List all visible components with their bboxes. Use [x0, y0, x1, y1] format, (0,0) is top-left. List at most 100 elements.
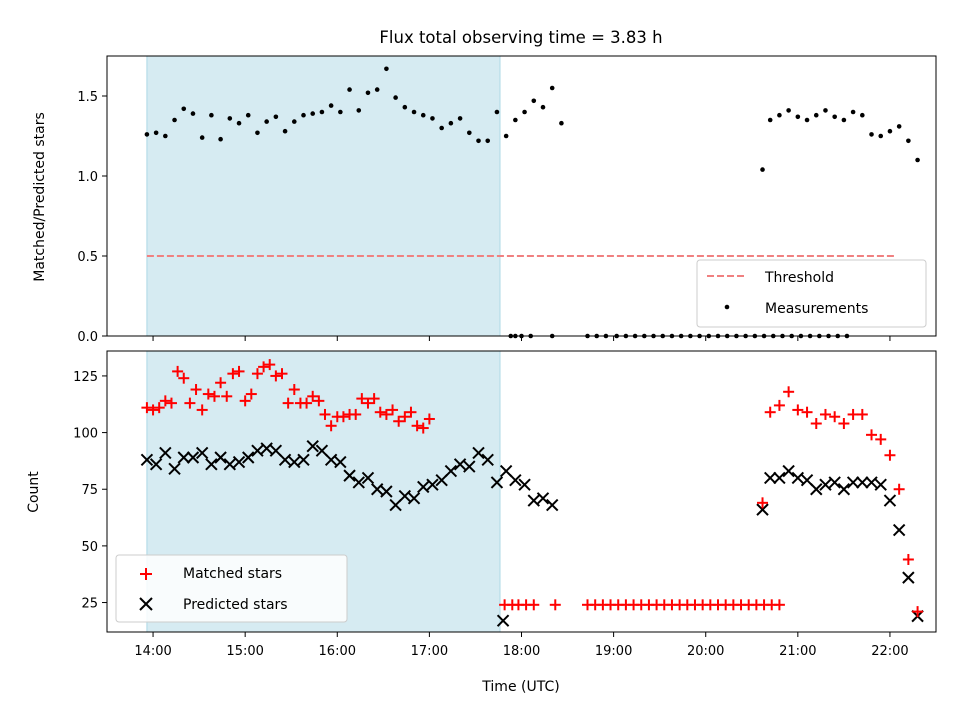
- matched-star-point: [159, 395, 171, 407]
- measurement-point: [291, 119, 297, 124]
- matched-star-point: [141, 402, 153, 414]
- predicted-star-point: [205, 458, 218, 471]
- y-tick-label: 100: [73, 427, 98, 442]
- y-tick-label: 1.5: [77, 90, 98, 105]
- measurement-point: [374, 87, 380, 92]
- y-tick-label: 0.0: [77, 330, 98, 345]
- y-tick-label: 1.0: [77, 170, 98, 185]
- measurement-point: [209, 112, 214, 118]
- measurement-point: [777, 112, 782, 118]
- y-tick-label: 25: [81, 597, 98, 612]
- predicted-star-point: [159, 446, 172, 460]
- measurement-point: [301, 112, 306, 118]
- matched-star-point: [350, 408, 362, 420]
- measurement-point: [199, 135, 205, 140]
- measurement-point: [522, 109, 527, 115]
- matched-star-point: [393, 415, 405, 427]
- bottom-y-axis-label: Count: [26, 471, 42, 513]
- measurement-point: [869, 132, 874, 137]
- matched-star-point: [282, 397, 294, 409]
- measurement-point: [513, 117, 518, 123]
- chart-title: Flux total observing time = 3.83 h: [379, 28, 662, 47]
- matched-star-point: [423, 413, 435, 425]
- predicted-star-point: [288, 455, 301, 469]
- predicted-star-point: [856, 476, 869, 489]
- matched-star-point: [792, 404, 804, 416]
- matched-star-point: [847, 408, 859, 420]
- matched-star-point: [319, 408, 331, 420]
- predicted-star-point: [278, 453, 292, 466]
- matched-star-point: [276, 368, 288, 380]
- measurement-point: [347, 87, 352, 92]
- measurement-point: [813, 112, 819, 118]
- measurement-point: [273, 114, 279, 120]
- matched-star-point: [178, 372, 190, 384]
- measurement-point: [457, 116, 463, 121]
- matched-star-point: [172, 365, 184, 377]
- matched-star-point: [264, 359, 276, 371]
- measurement-point: [190, 111, 196, 116]
- predicted-star-point: [472, 446, 485, 460]
- measurement-point: [887, 128, 893, 134]
- measurement-point: [163, 133, 168, 139]
- matched-star-point: [856, 408, 868, 420]
- measurement-point: [411, 109, 417, 115]
- matched-star-point: [764, 406, 776, 418]
- measurement-point: [420, 112, 426, 118]
- matched-star-point: [165, 397, 177, 409]
- matched-star-point: [810, 418, 822, 430]
- matched-star-point: [405, 406, 417, 418]
- predicted-star-point: [481, 453, 494, 466]
- predicted-star-point: [361, 471, 375, 485]
- predicted-star-point: [426, 478, 439, 491]
- measurement-point: [153, 130, 159, 136]
- measurement-point: [310, 111, 316, 116]
- predicted-star-point: [149, 458, 163, 471]
- matched-star-point: [819, 408, 831, 420]
- matched-star-point: [325, 420, 337, 432]
- matched-star-point: [307, 390, 319, 402]
- matched-star-point: [227, 368, 239, 380]
- measurement-point: [236, 120, 242, 126]
- predicted-star-point: [242, 451, 255, 464]
- predicted-stars-legend-swatch: [139, 597, 153, 611]
- matched-star-point: [801, 406, 813, 418]
- matched-star-point: [356, 393, 368, 405]
- measurement-point: [531, 98, 537, 104]
- measurement-point: [467, 130, 472, 136]
- matched-stars-legend-label: Matched stars: [183, 566, 282, 582]
- matched-star-point: [380, 408, 392, 420]
- matched-star-point: [184, 397, 196, 409]
- top-panel: 0.0 0.5 1.0 1.5 Matched/Predicted stars Thr…: [32, 55, 937, 345]
- measurement-point: [795, 114, 801, 120]
- x-tick-label: 20:00: [687, 644, 724, 659]
- predicted-star-point: [763, 471, 777, 485]
- matched-star-point: [773, 399, 785, 411]
- measurement-point: [448, 120, 454, 126]
- predicted-star-point: [407, 492, 421, 505]
- predicted-star-point: [306, 439, 319, 453]
- x-tick-label: 18:00: [503, 644, 540, 659]
- matched-star-point: [528, 599, 540, 611]
- matched-star-point: [147, 404, 159, 416]
- top-legend: Threshold Measurements: [696, 259, 927, 328]
- predicted-star-point: [343, 469, 356, 482]
- predicted-star-point: [195, 446, 209, 460]
- measurements-legend-swatch: [724, 304, 730, 310]
- bottom-y-axis: 25 50 75 100 125: [73, 370, 107, 612]
- measurement-point: [915, 157, 920, 163]
- predicted-star-point: [846, 476, 860, 489]
- x-tick-label: 15:00: [226, 644, 263, 659]
- matched-star-point: [215, 377, 227, 389]
- matched-star-point: [153, 402, 165, 414]
- measurements-legend-label: Measurements: [765, 301, 868, 317]
- threshold-legend-label: Threshold: [764, 270, 834, 286]
- measurement-point: [860, 112, 865, 118]
- matched-star-point: [245, 388, 257, 400]
- measurement-point: [485, 138, 491, 144]
- x-tick-label: 14:00: [134, 644, 171, 659]
- matched-star-point: [773, 599, 785, 611]
- predicted-star-point: [810, 483, 823, 496]
- predicted-stars-legend-label: Predicted stars: [183, 597, 288, 613]
- measurement-point: [227, 116, 233, 121]
